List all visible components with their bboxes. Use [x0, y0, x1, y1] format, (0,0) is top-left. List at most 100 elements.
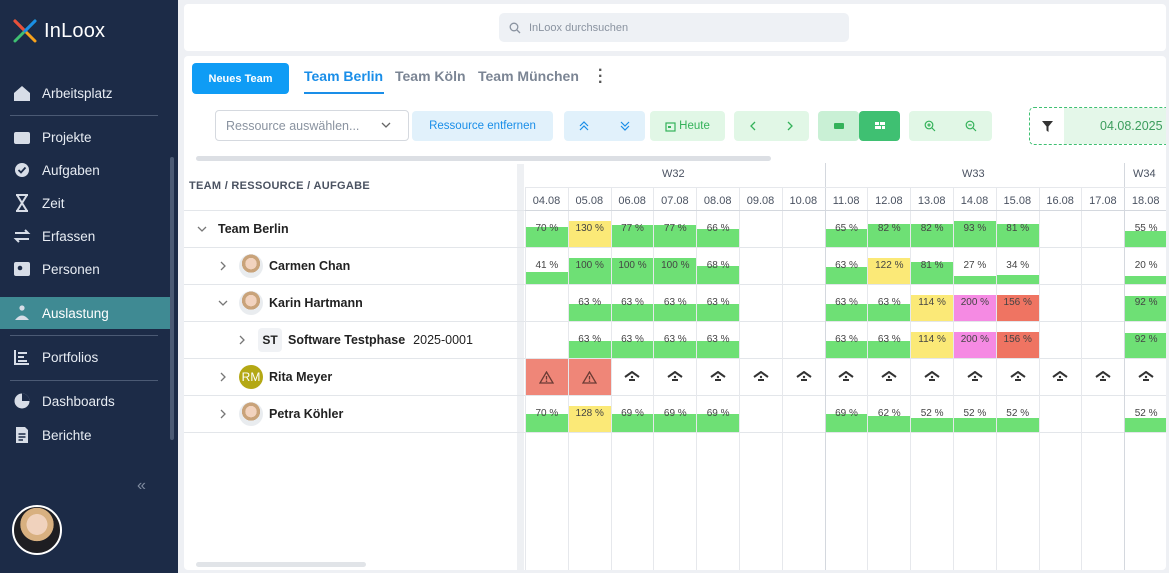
workload-cell[interactable]: 65 % [825, 211, 868, 247]
tab-team-berlin[interactable]: Team Berlin [304, 68, 384, 84]
workload-cell[interactable]: 63 % [825, 285, 868, 321]
chevron-left-icon[interactable] [748, 121, 758, 131]
overload-cell[interactable] [526, 359, 568, 395]
workload-cell[interactable]: 63 % [697, 322, 739, 358]
workload-cell[interactable]: 52 % [1125, 396, 1166, 432]
chevron-right-icon[interactable] [217, 408, 229, 420]
chevron-right-icon[interactable] [236, 334, 248, 346]
workload-cell[interactable]: 41 % [526, 248, 568, 284]
workload-cell[interactable]: 81 % [911, 248, 953, 284]
workload-cell[interactable]: 63 % [868, 322, 911, 358]
sidebar-item-arbeitsplatz[interactable]: Arbeitsplatz [0, 77, 170, 109]
absence-cell[interactable] [740, 359, 782, 395]
absence-cell[interactable] [654, 359, 696, 395]
today-button[interactable]: Heute [650, 111, 725, 141]
workload-cell[interactable]: 128 % [568, 396, 611, 432]
workload-cell[interactable]: 130 % [568, 211, 611, 247]
workload-cell[interactable]: 114 % [911, 285, 953, 321]
zoom-in-icon[interactable] [924, 120, 936, 132]
expand-all-icon[interactable] [619, 120, 631, 132]
absence-cell[interactable] [1125, 359, 1166, 395]
sidebar-item-berichte[interactable]: Berichte [0, 419, 170, 451]
workload-cell[interactable]: 122 % [868, 248, 911, 284]
collapse-sidebar-button[interactable]: « [137, 477, 146, 494]
column-splitter[interactable] [517, 164, 524, 570]
absence-cell[interactable] [1040, 359, 1082, 395]
workload-cell[interactable]: 63 % [825, 322, 868, 358]
filter-button[interactable] [1030, 108, 1064, 144]
workload-cell[interactable]: 63 % [568, 322, 611, 358]
workload-cell[interactable]: 92 % [1125, 285, 1166, 321]
chevron-down-icon[interactable] [196, 223, 208, 235]
workload-cell[interactable]: 100 % [611, 248, 654, 284]
workload-cell[interactable]: 27 % [954, 248, 996, 284]
absence-cell[interactable] [868, 359, 910, 395]
tab-team-muenchen[interactable]: Team München [478, 68, 579, 84]
person-row-label[interactable]: RM Rita Meyer [217, 359, 332, 395]
workload-cell[interactable]: 52 % [996, 396, 1039, 432]
workload-cell[interactable]: 34 % [996, 248, 1039, 284]
absence-cell[interactable] [954, 359, 996, 395]
workload-cell[interactable]: 70 % [526, 211, 568, 247]
workload-cell[interactable]: 20 % [1125, 248, 1166, 284]
absence-cell[interactable] [1082, 359, 1124, 395]
workload-cell[interactable]: 93 % [954, 211, 996, 247]
workload-cell[interactable]: 63 % [654, 322, 697, 358]
view-detail-button[interactable] [859, 111, 900, 141]
workload-cell[interactable]: 77 % [654, 211, 697, 247]
workload-cell[interactable]: 81 % [996, 211, 1039, 247]
horizontal-scrollbar-bottom[interactable] [196, 562, 366, 567]
workload-cell[interactable]: 156 % [996, 322, 1039, 358]
workload-cell[interactable]: 68 % [697, 248, 739, 284]
workload-cell[interactable]: 77 % [611, 211, 654, 247]
workload-cell[interactable]: 63 % [611, 322, 654, 358]
workload-cell[interactable]: 62 % [868, 396, 911, 432]
workload-cell[interactable]: 114 % [911, 322, 953, 358]
absence-cell[interactable] [911, 359, 953, 395]
absence-cell[interactable] [997, 359, 1039, 395]
absence-cell[interactable] [826, 359, 868, 395]
task-row-label[interactable]: ST Software Testphase 2025-0001 [236, 322, 473, 358]
more-options-icon[interactable]: · · · [598, 62, 604, 91]
sidebar-item-portfolios[interactable]: Portfolios [0, 341, 170, 373]
absence-cell[interactable] [783, 359, 825, 395]
search-input[interactable]: InLoox durchsuchen [499, 13, 849, 42]
overload-cell[interactable] [568, 359, 611, 395]
workload-cell[interactable]: 92 % [1125, 322, 1166, 358]
workload-cell[interactable]: 66 % [697, 211, 739, 247]
logo[interactable]: InLoox [12, 18, 105, 44]
workload-cell[interactable]: 63 % [825, 248, 868, 284]
date-range-picker[interactable]: 04.08.2025 - [1029, 107, 1166, 145]
sidebar-item-zeit[interactable]: Zeit [0, 187, 170, 219]
workload-cell[interactable]: 82 % [868, 211, 911, 247]
team-row-label[interactable]: Team Berlin [196, 211, 289, 247]
horizontal-scrollbar-top[interactable] [196, 156, 771, 161]
workload-cell[interactable]: 52 % [954, 396, 996, 432]
sidebar-item-auslastung[interactable]: Auslastung [0, 297, 170, 329]
resource-select[interactable]: Ressource auswählen... [215, 110, 409, 141]
workload-cell[interactable]: 156 % [996, 285, 1039, 321]
user-avatar[interactable] [12, 505, 62, 555]
workload-cell[interactable]: 100 % [654, 248, 697, 284]
chevron-down-icon[interactable] [217, 297, 229, 309]
workload-cell[interactable]: 63 % [568, 285, 611, 321]
chevron-right-icon[interactable] [785, 121, 795, 131]
workload-cell[interactable]: 82 % [911, 211, 953, 247]
person-row-label[interactable]: Petra Köhler [217, 396, 343, 432]
absence-cell[interactable] [612, 359, 654, 395]
absence-cell[interactable] [697, 359, 739, 395]
workload-cell[interactable]: 69 % [654, 396, 697, 432]
workload-cell[interactable]: 52 % [911, 396, 953, 432]
workload-cell[interactable]: 63 % [868, 285, 911, 321]
view-compact-button[interactable] [818, 111, 859, 141]
workload-cell[interactable]: 55 % [1125, 211, 1166, 247]
sidebar-item-personen[interactable]: Personen [0, 253, 170, 285]
zoom-out-icon[interactable] [965, 120, 977, 132]
new-team-button[interactable]: Neues Team [192, 63, 289, 94]
chevron-right-icon[interactable] [217, 260, 229, 272]
remove-resource-button[interactable]: Ressource entfernen [412, 111, 553, 141]
workload-cell[interactable]: 69 % [697, 396, 739, 432]
workload-cell[interactable]: 63 % [654, 285, 697, 321]
workload-cell[interactable]: 63 % [611, 285, 654, 321]
sidebar-scrollbar[interactable] [170, 157, 174, 440]
